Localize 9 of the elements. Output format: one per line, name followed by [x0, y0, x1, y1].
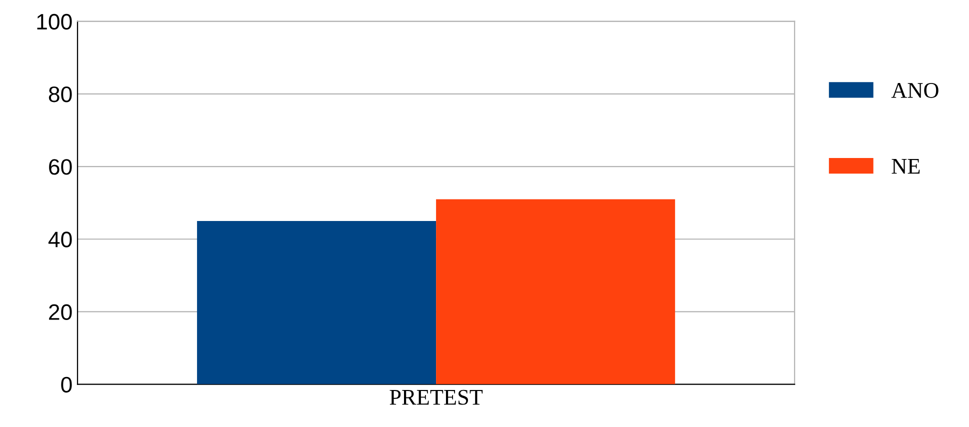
- x-tick-label: PRETEST: [390, 390, 483, 405]
- y-tick-label: 0: [61, 376, 72, 393]
- y-tick-label: 60: [49, 159, 72, 175]
- y-tick-label: 40: [48, 232, 72, 248]
- y-tick-label: 100: [37, 14, 72, 30]
- y-tick-label: 20: [49, 304, 72, 320]
- legend-label: NE: [892, 159, 920, 174]
- y-tick-label: 80: [48, 86, 72, 102]
- legend-label: ANO: [891, 83, 938, 98]
